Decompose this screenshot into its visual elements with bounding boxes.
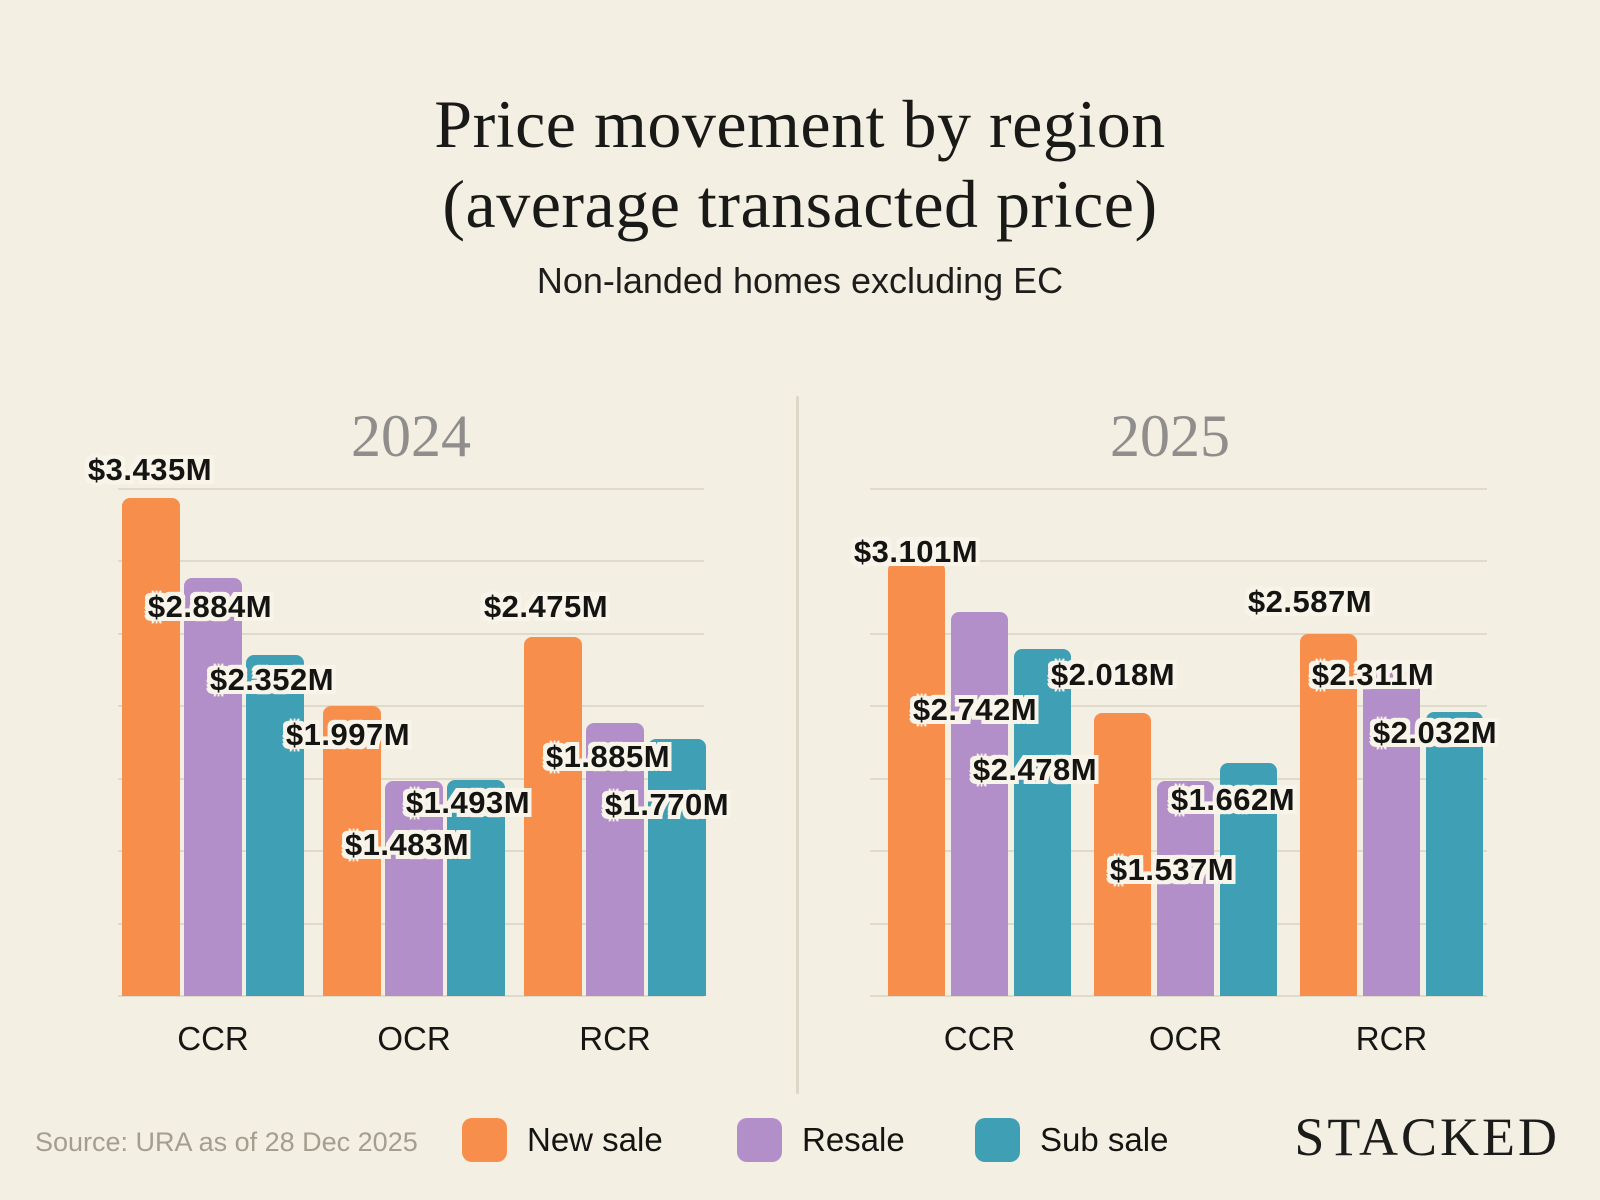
bar-2024-CCR-sub-sale [246,654,304,996]
bar-value-label: $2.311M [1311,657,1435,692]
legend-item-resale: Resale [737,1118,905,1162]
gridline [870,487,1487,490]
axis-label-ocr: OCR [1148,1020,1223,1057]
bar-2025-OCR-new-sale [1094,713,1151,996]
gridline [118,777,704,780]
axis-label-ocr: OCR [377,1020,451,1057]
panel-year-title: 2025 [1110,403,1230,469]
bar-value-label: $1.997M [285,717,411,752]
legend-label-resale: Resale [802,1121,905,1158]
axis-label-rcr: RCR [1355,1020,1428,1057]
chart-panel-2024: 2024 CCR OCR RCR $3.435M $2.884M $2.352M $1.997… [60,380,760,1090]
bar-value-label: $2.018M [1050,657,1176,692]
bar-value-label: $2.475M [483,589,609,624]
bar-value-label: $2.884M [147,589,273,624]
panel-year-title: 2024 [351,403,471,469]
gridline [118,560,704,562]
chart-title: Price movement by region (average transa… [0,84,1600,244]
bar-value-label: $2.032M [1372,715,1498,750]
legend-item-new-sale: New sale [462,1118,663,1162]
bar-value-label: $3.101M [853,534,979,569]
bar-value-label: $1.662M [1170,782,1296,817]
gridline [118,632,704,635]
bar-2025-OCR-sub-sale [1220,763,1277,996]
bar-value-label: $1.483M [344,827,470,862]
bar-value-label: $1.537M [1109,852,1235,887]
bar-2024-OCR-resale [385,780,443,996]
bar-2024-RCR-sub-sale [648,739,706,996]
bar-2024-OCR-sub-sale [447,779,505,996]
bar-value-label: $2.352M [209,662,335,697]
bar-2024-CCR-resale [184,577,242,996]
gridline [870,777,1487,780]
panel-divider [796,396,799,1094]
sub-sale-swatch [975,1118,1020,1162]
axis-label-ccr: CCR [943,1020,1016,1057]
gridline [870,632,1487,635]
chart-panel-2025: 2025 CCR OCR RCR $3.101M $2.742M $2.478M $2.018… [840,380,1540,1090]
axis-label-rcr: RCR [579,1020,651,1057]
gridline [118,705,704,707]
bar-2025-RCR-resale [1363,672,1420,996]
bar-2025-OCR-resale [1157,780,1214,996]
bar-2025-RCR-sub-sale [1426,711,1483,996]
bar-value-label: $1.770M [604,787,730,822]
bar-value-label: $2.587M [1247,584,1373,619]
bar-value-label: $1.885M [545,739,671,774]
bar-value-label: $3.435M [87,452,213,487]
bar-value-label: $2.478M [972,752,1098,787]
bar-2024-OCR-new-sale [323,706,381,996]
bar-2024-CCR-new-sale [122,497,180,996]
gridline [870,995,1487,997]
bar-2025-CCR-resale [951,612,1008,996]
legend-item-sub-sale: Sub sale [975,1118,1168,1162]
bar-2024-RCR-new-sale [524,637,582,996]
gridline [118,487,704,490]
bar-value-label: $1.493M [405,785,531,820]
resale-swatch [737,1118,782,1162]
bar-2025-RCR-new-sale [1300,633,1357,996]
legend-label-sub-sale: Sub sale [1040,1121,1169,1158]
legend-label-new-sale: New sale [527,1121,663,1158]
gridline [118,995,704,997]
chart-title-line2: (average transacted price) [442,166,1158,242]
bar-2025-CCR-new-sale [888,561,945,996]
chart-subtitle: Non-landed homes excluding EC [536,260,1064,301]
bar-2024-RCR-resale [586,722,644,996]
bar-2025-CCR-sub-sale [1014,649,1071,996]
chart-title-line1: Price movement by region [434,86,1166,162]
gridline [870,705,1487,707]
new-sale-swatch [462,1118,507,1162]
source-note: Source: URA as of 28 Dec 2025 [35,1127,418,1157]
brand-logo: STACKED [1294,1107,1560,1167]
gridline [870,560,1487,562]
bar-value-label: $2.742M [912,692,1038,727]
axis-label-ccr: CCR [177,1020,249,1057]
